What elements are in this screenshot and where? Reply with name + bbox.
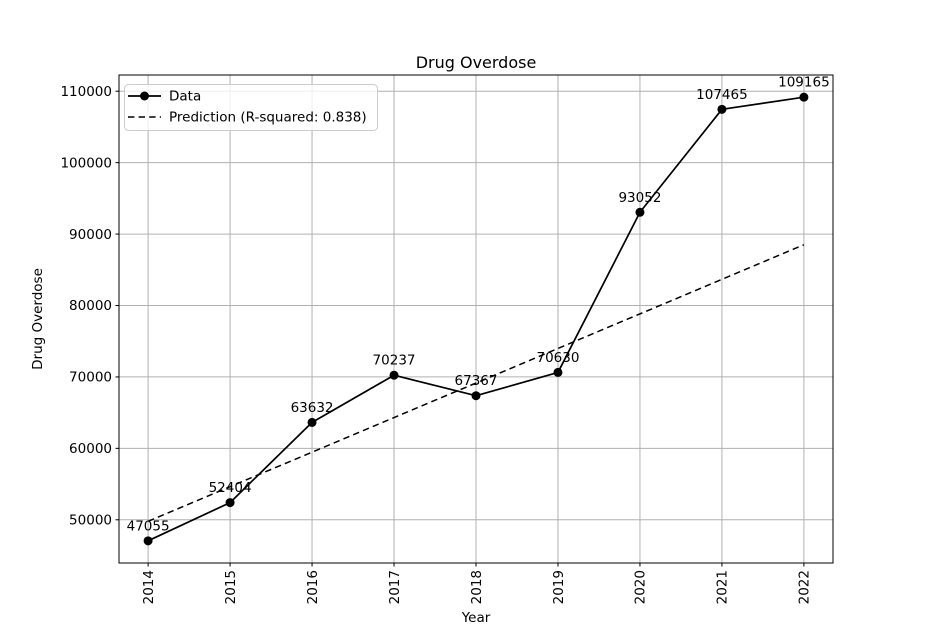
legend-label-prediction: Prediction (R-squared: 0.838) — [169, 110, 367, 126]
y-tick-label: 60000 — [69, 441, 112, 457]
data-point — [389, 370, 399, 380]
y-tick-label: 110000 — [60, 84, 112, 100]
data-point — [799, 92, 809, 102]
point-value-label: 63632 — [291, 400, 334, 416]
point-value-label: 70630 — [536, 350, 579, 366]
y-tick-label: 90000 — [69, 227, 112, 243]
y-tick-label: 80000 — [69, 298, 112, 314]
point-value-label: 47055 — [127, 518, 170, 534]
point-value-label: 52404 — [209, 480, 252, 496]
legend-data-marker-sample — [140, 91, 149, 101]
chart-title: Drug Overdose — [416, 53, 537, 72]
x-tick-label: 2020 — [633, 570, 649, 604]
x-axis-label: Year — [461, 610, 491, 626]
x-tick-label: 2015 — [223, 570, 239, 604]
point-value-label: 109165 — [778, 75, 830, 91]
legend-label-data: Data — [169, 89, 201, 105]
x-tick-label: 2014 — [141, 570, 157, 604]
x-tick-label: 2019 — [551, 570, 567, 604]
point-value-label: 107465 — [696, 87, 748, 103]
data-point — [225, 498, 235, 508]
data-point — [553, 367, 563, 377]
data-point — [717, 104, 727, 114]
y-tick-label: 70000 — [69, 370, 112, 386]
x-tick-label: 2017 — [387, 570, 403, 604]
x-tick-label: 2018 — [469, 570, 485, 604]
x-tick-label: 2021 — [715, 570, 731, 604]
point-value-label: 67367 — [455, 373, 498, 389]
point-value-label: 93052 — [618, 190, 661, 206]
y-axis-label: Drug Overdose — [30, 268, 46, 370]
data-point — [143, 536, 153, 546]
x-tick-label: 2016 — [305, 570, 321, 604]
y-tick-label: 100000 — [60, 155, 112, 171]
data-point — [307, 417, 317, 427]
y-tick-label: 50000 — [69, 512, 112, 528]
x-tick-label: 2022 — [797, 570, 813, 604]
legend-box — [124, 84, 378, 131]
point-value-label: 70237 — [373, 353, 416, 369]
data-point — [635, 207, 645, 217]
data-point — [471, 391, 481, 401]
